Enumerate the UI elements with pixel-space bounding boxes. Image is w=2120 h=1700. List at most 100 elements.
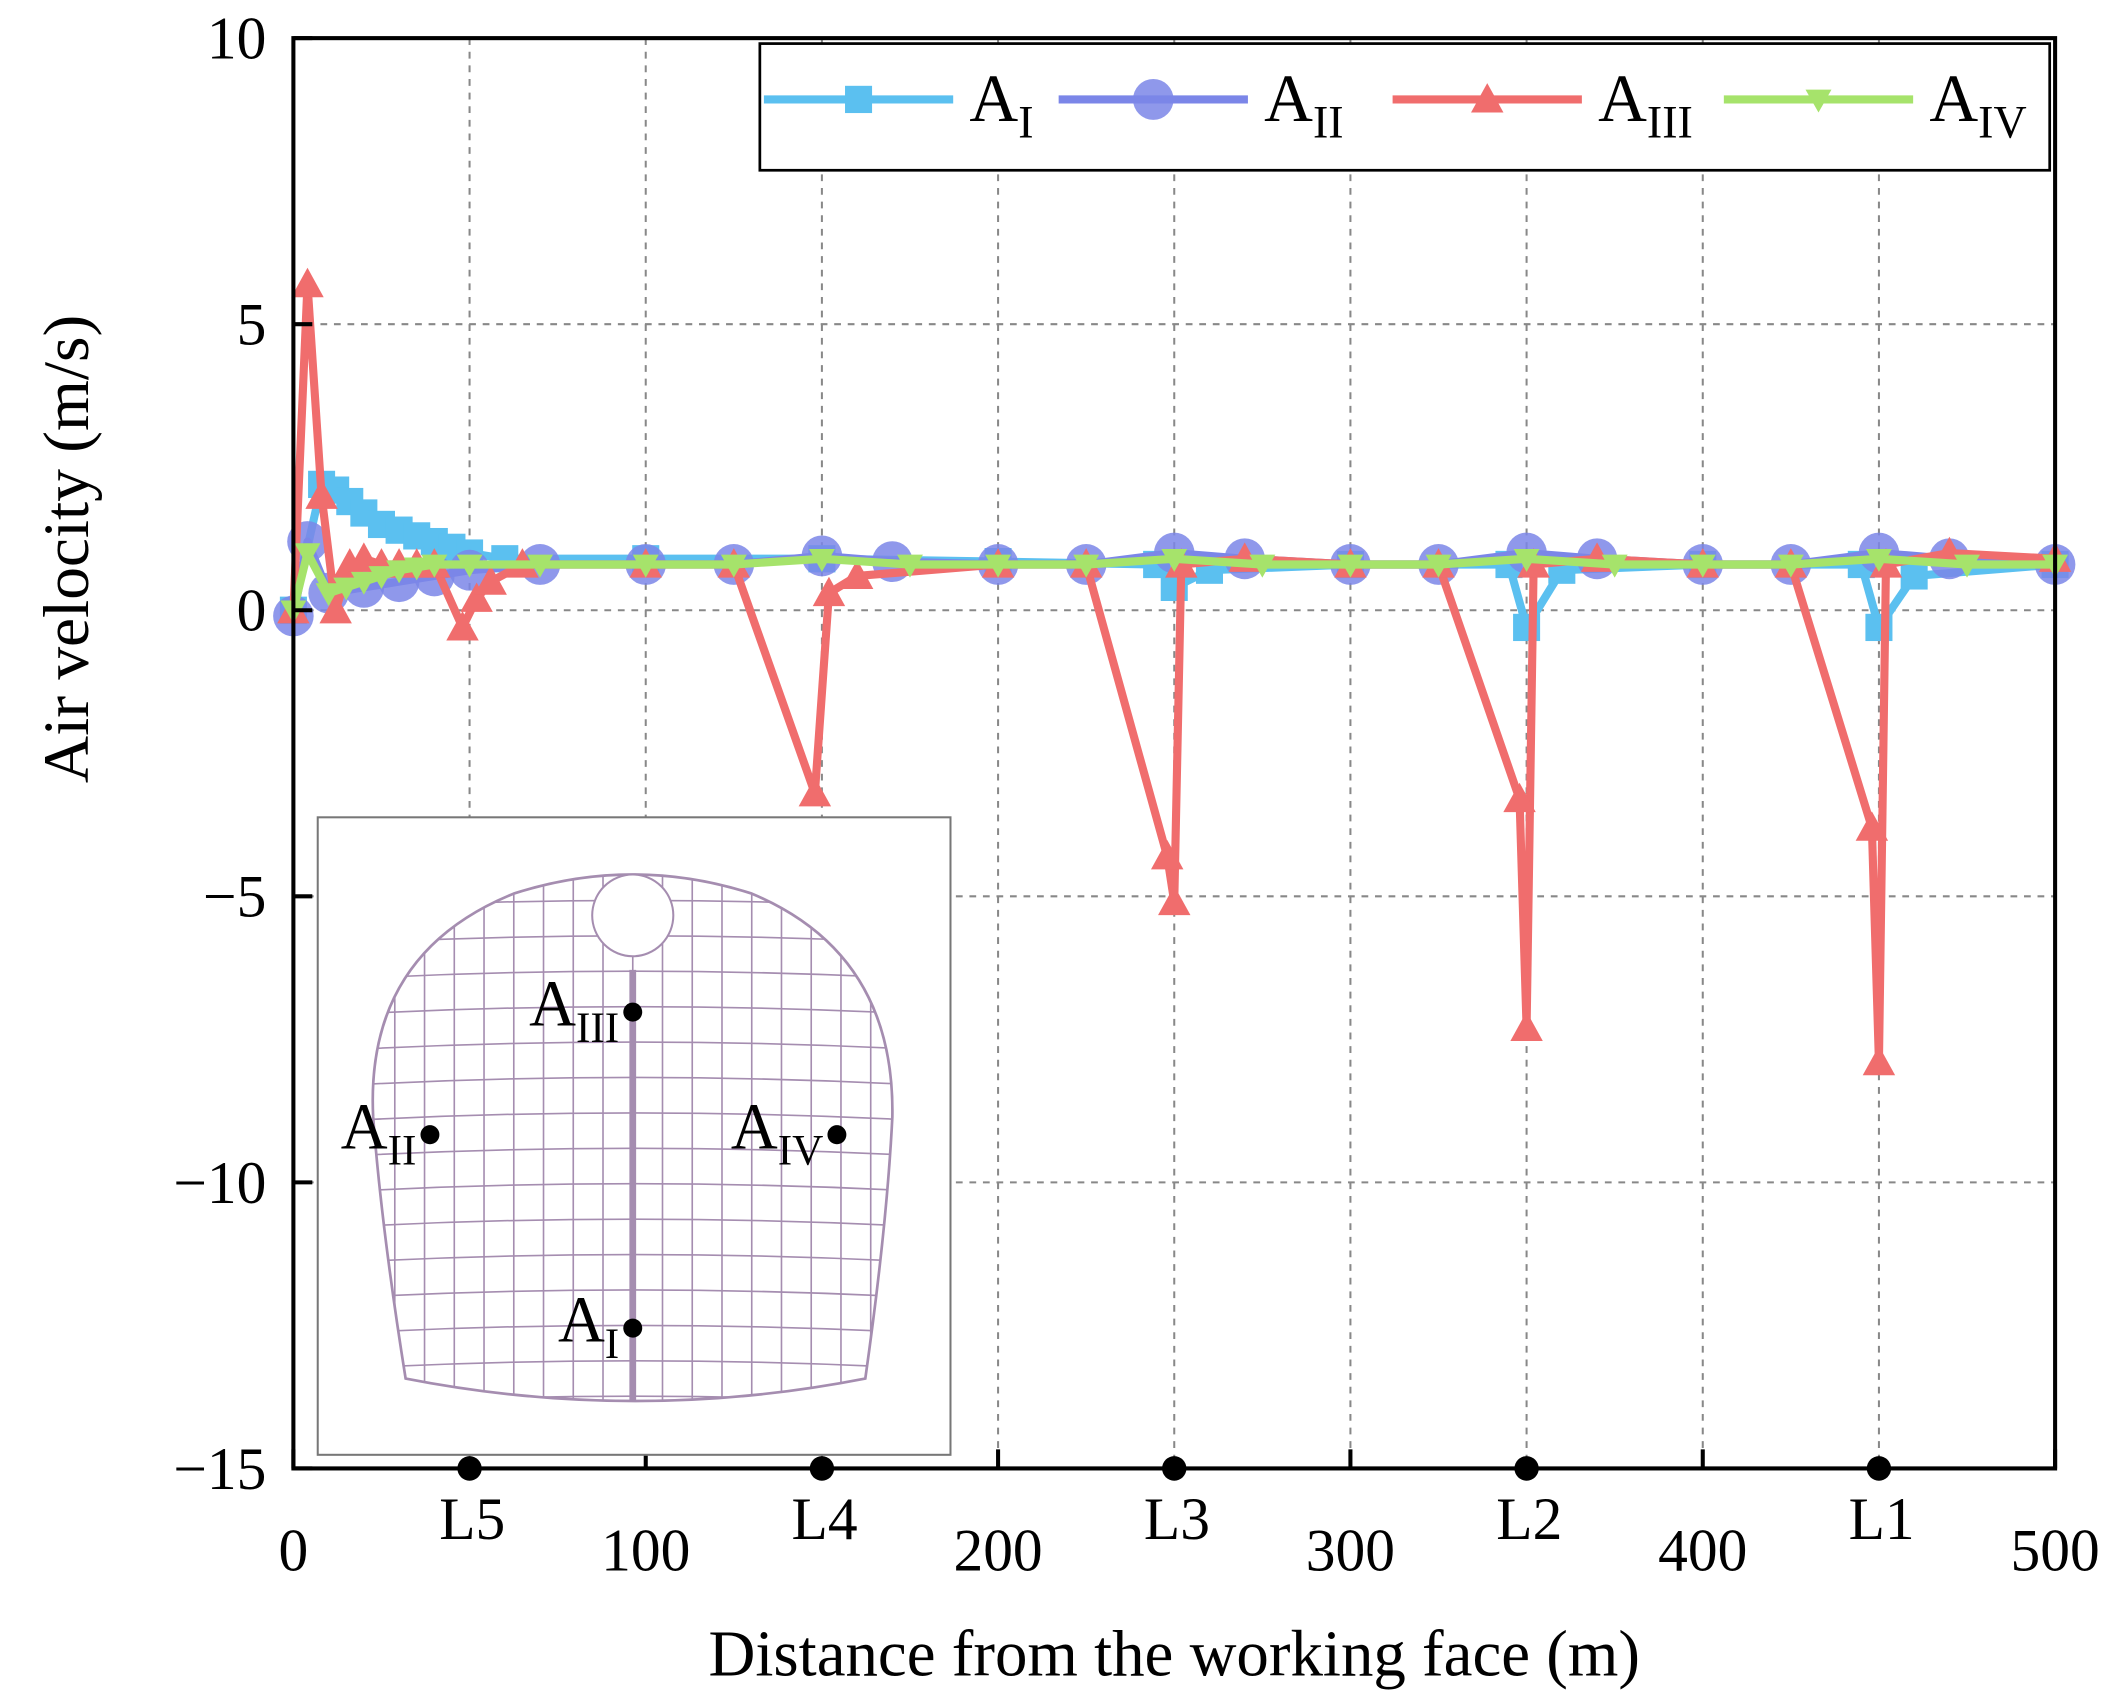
marker <box>1689 554 1716 578</box>
section-label: L3 <box>1144 1486 1210 1552</box>
legend-item: AIV <box>1723 61 2027 148</box>
marker <box>315 583 342 607</box>
legend-sub: IV <box>1978 96 2026 147</box>
marker <box>1954 554 1980 578</box>
marker <box>1777 554 1804 578</box>
legend-label: AII <box>1264 61 1343 148</box>
section-label: L5 <box>439 1486 505 1552</box>
legend-label: AI <box>969 61 1033 148</box>
series <box>280 543 2069 624</box>
section-dot <box>1514 1456 1539 1481</box>
legend-name: A <box>969 61 1018 136</box>
x-tick-label: 400 <box>1658 1517 1747 1583</box>
marker <box>1865 548 1892 572</box>
marker <box>1855 811 1889 841</box>
legend-box <box>758 42 2052 172</box>
y-tick-label: 5 <box>237 291 267 357</box>
y-tick-label: 0 <box>237 577 267 643</box>
marker <box>1601 554 1628 578</box>
legend-name: A <box>1598 61 1647 136</box>
marker <box>1503 782 1536 813</box>
legend-label: AIV <box>1929 61 2026 148</box>
marker <box>720 554 747 578</box>
tunnel-outline <box>371 873 894 1403</box>
y-tick-label: −15 <box>173 1436 266 1502</box>
marker <box>1133 79 1174 120</box>
y-tick-label: 10 <box>207 5 266 71</box>
marker <box>1161 548 1188 572</box>
inset-point <box>420 1125 440 1145</box>
marker <box>333 577 360 601</box>
inset-label: AII <box>341 1091 417 1175</box>
legend-item: AI <box>763 61 1034 148</box>
marker <box>812 576 846 607</box>
legend-sub: II <box>1313 96 1344 147</box>
x-tick-label: 100 <box>601 1517 690 1583</box>
x-axis-label: Distance from the working face (m) <box>709 1618 1640 1690</box>
section-dot <box>1866 1456 1892 1481</box>
marker <box>1862 1045 1896 1076</box>
marker <box>1513 548 1540 572</box>
marker <box>350 571 377 595</box>
marker <box>347 542 381 572</box>
legend-item: AII <box>1058 61 1344 148</box>
marker <box>845 85 873 114</box>
marker <box>474 565 507 595</box>
section-dot <box>457 1456 482 1481</box>
marker <box>798 776 832 807</box>
marker <box>421 554 448 578</box>
marker <box>1158 885 1191 916</box>
inset-point <box>623 1318 643 1338</box>
x-tick-label: 500 <box>2010 1517 2099 1583</box>
inset-name: A <box>731 1091 778 1163</box>
legend-name: A <box>1264 61 1313 136</box>
x-tick-label: 0 <box>279 1517 309 1583</box>
y-tick-label: −10 <box>173 1150 266 1216</box>
y-tick-label: −5 <box>203 864 266 930</box>
marker <box>985 554 1012 578</box>
inset-label: AI <box>558 1285 619 1369</box>
section-label: L2 <box>1496 1486 1562 1552</box>
inset-label: AIV <box>731 1091 823 1175</box>
marker <box>1249 554 1276 578</box>
inset-label: AIII <box>529 969 619 1053</box>
section-dot <box>809 1456 835 1481</box>
legend-sub: I <box>1018 96 1033 147</box>
inset-point <box>827 1125 847 1145</box>
marker <box>291 267 324 298</box>
marker <box>294 543 321 567</box>
marker <box>460 582 493 612</box>
section-label: L4 <box>792 1486 858 1552</box>
inset-point <box>623 1002 643 1022</box>
marker <box>403 557 430 581</box>
marker <box>1510 1011 1543 1041</box>
inset-sub: I <box>605 1320 619 1368</box>
legend-label: AIII <box>1598 61 1693 148</box>
legend-name: A <box>1929 61 1978 136</box>
marker <box>456 554 483 578</box>
marker <box>1805 89 1832 113</box>
inset-sub: II <box>388 1127 417 1175</box>
section-dot <box>1162 1456 1187 1481</box>
marker <box>808 548 835 572</box>
legend-item: AIII <box>1392 61 1693 148</box>
marker <box>1425 554 1452 578</box>
x-tick-label: 300 <box>1306 1517 1395 1583</box>
legend-sub: III <box>1647 96 1693 147</box>
marker <box>1150 839 1184 870</box>
marker <box>305 479 338 509</box>
tunnel-hole <box>591 873 675 958</box>
marker <box>840 559 874 590</box>
y-axis-label: Air velocity (m/s) <box>31 315 103 783</box>
marker <box>368 566 395 590</box>
marker <box>1900 562 1928 590</box>
section-label: L1 <box>1849 1486 1915 1552</box>
marker <box>632 554 659 578</box>
marker <box>897 554 923 578</box>
inset-sub: IV <box>778 1127 824 1175</box>
marker <box>319 593 352 624</box>
marker <box>1337 554 1364 578</box>
marker <box>1073 554 1100 578</box>
